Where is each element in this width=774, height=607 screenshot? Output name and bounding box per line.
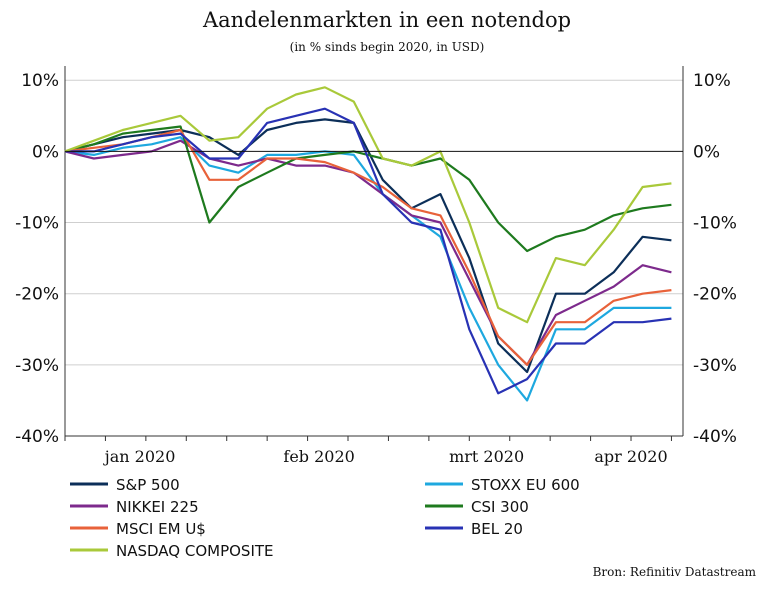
legend-label: S&P 500 [116, 476, 180, 494]
x-tick-label: feb 2020 [283, 447, 354, 466]
x-tick-label: apr 2020 [594, 447, 667, 466]
series-line [65, 107, 672, 395]
series-line [64, 86, 672, 324]
x-tick-label: mrt 2020 [449, 447, 524, 466]
y-tick-label-left: 0% [32, 142, 59, 162]
legend-label: NIKKEI 225 [116, 498, 199, 516]
y-tick-label-left: 10% [21, 71, 59, 91]
chart-subtitle: (in % sinds begin 2020, in USD) [289, 40, 485, 54]
series-line [64, 125, 672, 253]
y-tick-label-left: -40% [15, 427, 59, 447]
y-tick-label-right: -10% [693, 214, 737, 234]
series-line [64, 136, 672, 402]
y-tick-label-left: -30% [15, 356, 59, 376]
series-line [64, 139, 672, 366]
x-tick-label: jan 2020 [103, 447, 176, 466]
series-line [64, 128, 672, 366]
chart-title: Aandelenmarkten in een notendop [202, 8, 572, 32]
y-tick-label-left: -20% [15, 285, 59, 305]
y-tick-label-right: 10% [693, 71, 731, 91]
legend-label: STOXX EU 600 [471, 476, 580, 494]
legend-label: MSCI EM U$ [116, 520, 206, 538]
y-tick-label-right: -20% [693, 285, 737, 305]
legend-label: NASDAQ COMPOSITE [116, 542, 274, 560]
y-tick-label-right: -40% [693, 427, 737, 447]
source-note: Bron: Refinitiv Datastream [592, 565, 756, 579]
y-tick-label-right: -30% [693, 356, 737, 376]
y-tick-label-left: -10% [15, 214, 59, 234]
legend-label: CSI 300 [471, 498, 529, 516]
legend-label: BEL 20 [471, 520, 523, 538]
y-tick-label-right: 0% [693, 142, 720, 162]
